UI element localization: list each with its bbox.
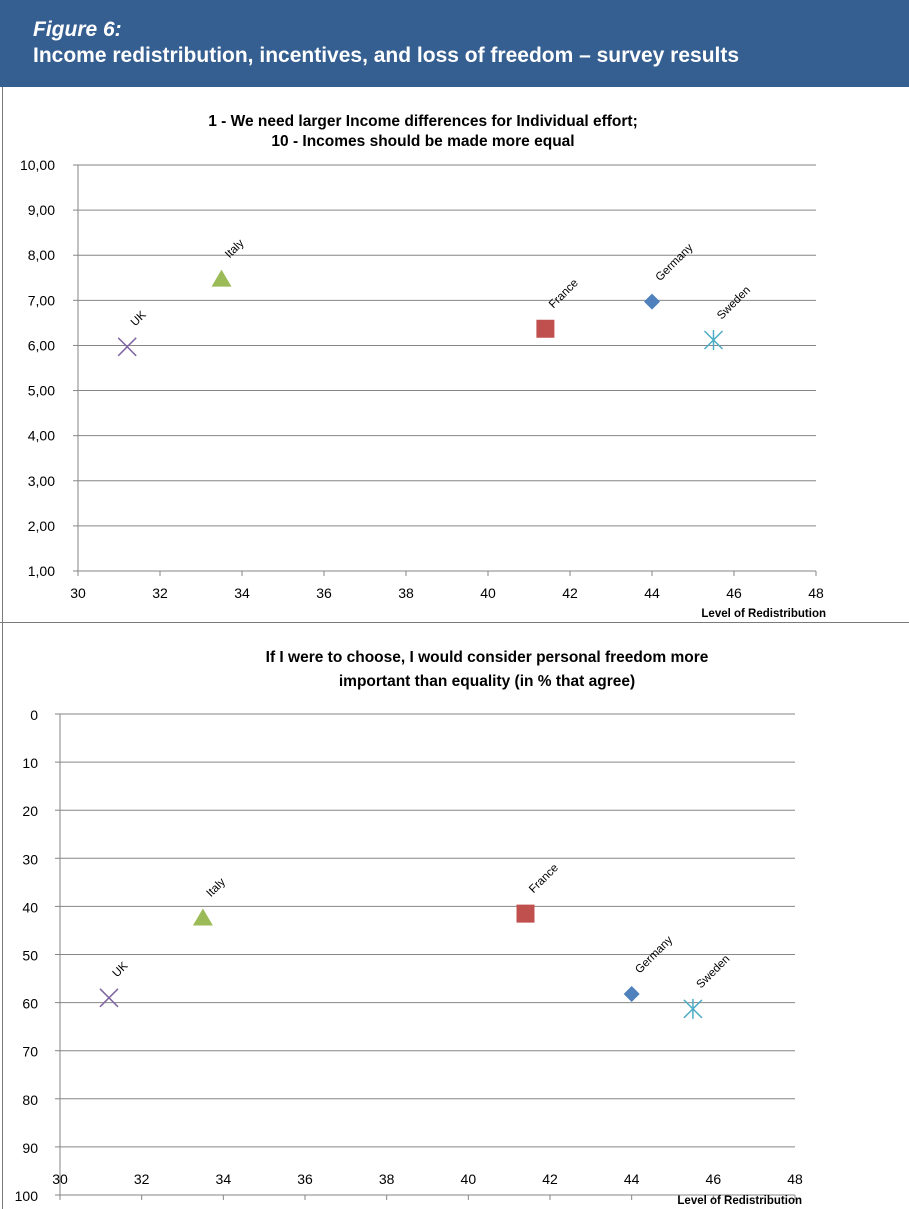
figure-title: Income redistribution, incentives, and l… [33,44,740,67]
x-tick-label: 34 [234,585,250,601]
y-tick-label: 70 [22,1044,38,1060]
data-point-italy [192,908,213,926]
y-tick-label: 1,00 [28,563,55,579]
chart-title-line: If I were to choose, I would consider pe… [266,649,709,666]
y-tick-label: 6,00 [28,337,55,353]
x-tick-label: 48 [787,1171,803,1187]
figure-label: Figure 6: [33,18,122,41]
y-tick-label: 0 [30,707,38,723]
data-point-germany [623,985,640,1002]
x-tick-label: 34 [216,1171,232,1187]
y-tick-label: 10 [22,755,38,771]
x-tick-label: 46 [706,1171,722,1187]
x-axis-title: Level of Redistribution [701,608,826,620]
data-point-sweden [703,330,724,351]
y-tick-label: 30 [22,851,38,867]
y-tick-label: 50 [22,948,38,964]
y-tick-label: 5,00 [28,383,55,399]
y-tick-label: 100 [15,1188,39,1204]
data-point-label: Germany [633,934,675,976]
x-axis-title: Level of Redistribution [677,1195,802,1207]
y-tick-label: 40 [22,899,38,915]
x-tick-label: 40 [480,585,496,601]
x-tick-label: 48 [808,585,824,601]
data-point-label: Italy [205,876,229,900]
chart-frame-left-border [2,87,3,1209]
x-tick-label: 38 [398,585,414,601]
data-point-label: Sweden [695,953,733,991]
x-tick-label: 44 [644,585,660,601]
chart-divider [0,622,909,623]
data-point-france [516,904,535,923]
x-tick-label: 42 [562,585,578,601]
y-tick-label: 8,00 [28,247,55,263]
y-tick-label: 9,00 [28,202,55,218]
x-tick-label: 42 [542,1171,558,1187]
x-tick-label: 44 [624,1171,640,1187]
y-tick-label: 7,00 [28,292,55,308]
x-tick-label: 36 [297,1171,313,1187]
y-tick-label: 90 [22,1140,38,1156]
data-point-label: France [527,862,561,896]
x-tick-label: 30 [70,585,86,601]
x-tick-label: 38 [379,1171,395,1187]
chart-title-line: 10 - Incomes should be made more equal [271,133,574,150]
chart-title-line: 1 - We need larger Income differences fo… [208,113,638,130]
x-tick-label: 32 [134,1171,150,1187]
y-tick-label: 80 [22,1092,38,1108]
y-tick-label: 3,00 [28,473,55,489]
y-tick-label: 4,00 [28,428,55,444]
x-tick-label: 32 [152,585,168,601]
data-point-uk [117,337,137,357]
y-tick-label: 10,00 [20,157,55,173]
y-tick-label: 20 [22,803,38,819]
data-point-uk [99,988,119,1008]
data-point-germany [644,293,660,310]
data-point-label: UK [111,960,131,980]
x-tick-label: 40 [461,1171,477,1187]
x-tick-label: 36 [316,585,332,601]
y-tick-label: 2,00 [28,518,55,534]
x-tick-label: 46 [726,585,742,601]
data-point-sweden [683,998,703,1019]
data-point-italy [211,269,232,287]
figure-banner: Figure 6: Income redistribution, incenti… [0,0,909,87]
x-tick-label: 30 [52,1171,68,1187]
y-tick-label: 60 [22,996,38,1012]
data-point-france [536,319,555,338]
chart-title-line: important than equality (in % that agree… [339,673,635,690]
